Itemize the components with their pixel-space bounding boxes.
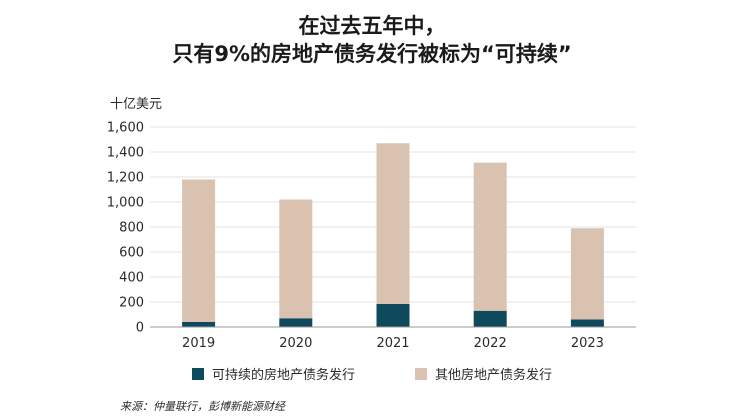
x-tick-label: 2021 [376,336,409,351]
y-tick-label: 600 [119,246,144,261]
y-tick-label: 1,000 [107,196,144,211]
y-tick-label: 400 [119,271,144,286]
legend-item-sustainable: 可持续的房地产债务发行 [191,364,355,383]
chart-legend: 可持续的房地产债务发行 其他房地产债务发行 [0,364,744,383]
y-tick-label: 1,400 [107,146,144,161]
y-tick-label: 1,200 [107,171,144,186]
chart-title-line2: 只有9%的房地产债务发行被标为“可持续” [172,42,572,66]
y-tick-label: 800 [119,221,144,236]
bar-sustainable [182,322,216,327]
bar-other [570,228,604,320]
x-tick-label: 2022 [474,336,507,351]
legend-item-other: 其他房地产债务发行 [415,364,552,383]
y-axis-label: 十亿美元 [110,97,162,112]
chart-title-line1: 在过去五年中， [298,14,446,38]
y-tick-label: 200 [119,296,144,311]
source-note: 来源：仲量联行，彭博新能源财经 [120,400,285,413]
bar-other [279,199,313,319]
legend-label-other: 其他房地产债务发行 [435,368,553,383]
bar-other [376,143,410,304]
x-tick-label: 2023 [571,336,604,351]
bar-sustainable [279,318,313,327]
bar-sustainable [570,319,604,327]
y-tick-label: 0 [136,321,144,336]
x-tick-label: 2020 [279,336,312,351]
bar-sustainable [376,303,410,327]
bar-chart: 十亿美元 0 200 400 600 800 1,000 1,200 1,400 1,600 201… [107,97,636,351]
x-tick-label: 2019 [182,336,215,351]
legend-swatch-other [415,367,427,380]
legend-label-sustainable: 可持续的房地产债务发行 [211,368,355,383]
bar-sustainable [473,310,507,327]
y-tick-label: 1,600 [107,121,144,136]
bar-other [182,179,216,322]
bar-other [473,162,507,311]
legend-swatch-sustainable [191,367,204,380]
